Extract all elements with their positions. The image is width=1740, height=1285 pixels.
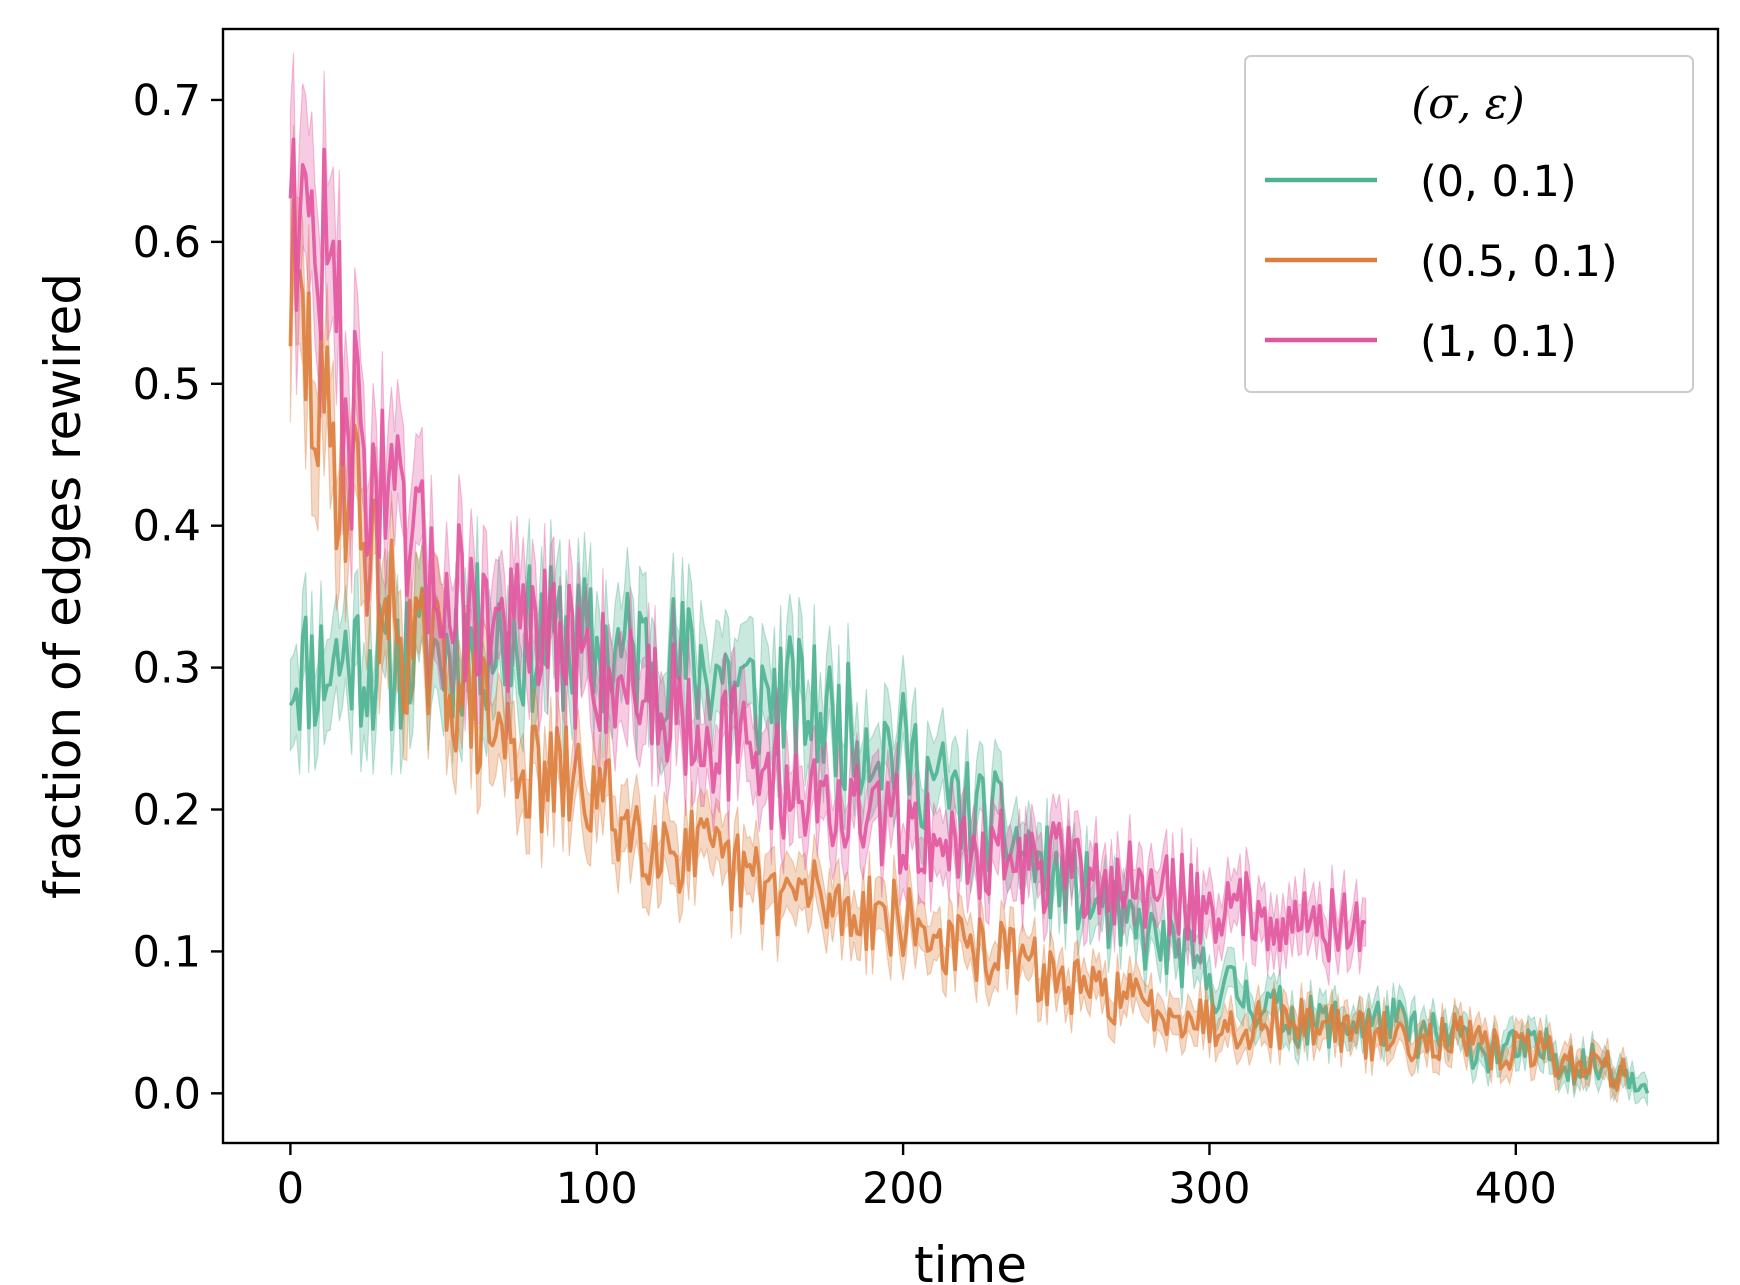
y-tick-label: 0.0 bbox=[133, 1069, 201, 1119]
y-tick-label: 0.7 bbox=[133, 76, 201, 126]
x-tick-label: 200 bbox=[862, 1164, 944, 1214]
legend-title: (σ, ε) bbox=[1411, 79, 1524, 129]
series-line bbox=[288, 137, 1367, 963]
y-tick-label: 0.2 bbox=[133, 786, 201, 836]
legend-label: (0, 0.1) bbox=[1420, 157, 1577, 207]
legend-items: (0, 0.1) (0.5, 0.1) (1, 0.1) bbox=[1265, 157, 1618, 367]
series-2 bbox=[288, 125, 1628, 1104]
series-line bbox=[288, 198, 1628, 1092]
plot-area bbox=[288, 52, 1650, 1106]
axes-frame bbox=[221, 27, 1720, 1145]
series-3 bbox=[288, 52, 1367, 986]
x-tick-label: 400 bbox=[1475, 1164, 1557, 1214]
y-tick-label: 0.5 bbox=[133, 360, 201, 410]
y-axis-label: fraction of edges rewired bbox=[34, 273, 92, 899]
legend-label: (0.5, 0.1) bbox=[1420, 237, 1618, 287]
legend-box bbox=[1244, 55, 1694, 393]
y-tick-label: 0.4 bbox=[133, 502, 201, 552]
x-tick-label: 0 bbox=[277, 1164, 304, 1214]
y-tick-label: 0.1 bbox=[133, 927, 201, 977]
axes: 0 100 200 300 400 0.0 0.1 0.2 0.3 0.4 0.5 0.6 0.7 bbox=[133, 27, 1720, 1214]
x-tick-label: 300 bbox=[1168, 1164, 1250, 1214]
series-line bbox=[288, 562, 1650, 1094]
legend: (σ, ε) (0, 0.1) (0.5, 0.1) (1, 0.1) bbox=[1244, 55, 1694, 393]
x-tick-label: 100 bbox=[556, 1164, 638, 1214]
y-tick-label: 0.6 bbox=[133, 218, 201, 268]
y-tick-label: 0.3 bbox=[133, 644, 201, 694]
legend-label: (1, 0.1) bbox=[1420, 317, 1577, 367]
x-axis-label: time bbox=[914, 1236, 1027, 1285]
